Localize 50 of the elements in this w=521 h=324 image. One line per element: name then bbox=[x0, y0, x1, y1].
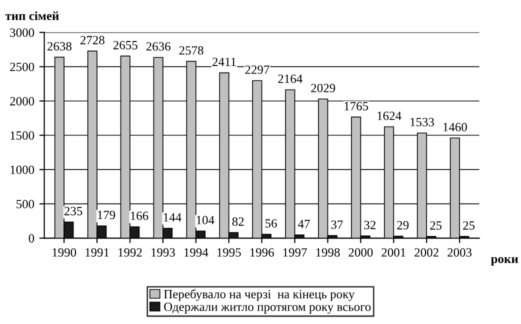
x-tick-label: 1997 bbox=[283, 248, 307, 257]
data-label: 25 bbox=[430, 221, 442, 230]
data-label: 2728 bbox=[80, 36, 104, 44]
x-tick-label: 1990 bbox=[52, 248, 76, 257]
data-label: 1460 bbox=[444, 122, 467, 132]
legend-label: Перебувало на черзі на кінець року bbox=[164, 289, 355, 301]
y-axis-title: тип сімей bbox=[5, 11, 59, 20]
data-label: 2164 bbox=[278, 74, 302, 84]
x-tick-label: 2001 bbox=[382, 248, 406, 257]
x-tick-label: 1995 bbox=[217, 248, 241, 257]
x-tick-label: 2002 bbox=[414, 248, 438, 257]
data-label: 144 bbox=[164, 213, 182, 222]
data-label: 2411 bbox=[212, 58, 236, 66]
legend-label: Одержали житло протягом року всього bbox=[164, 302, 371, 314]
data-label: 25 bbox=[463, 221, 475, 230]
data-label: 2578 bbox=[179, 46, 204, 55]
data-label: 1533 bbox=[410, 118, 434, 126]
y-tick-label: 0 bbox=[28, 234, 34, 243]
data-label: 82 bbox=[232, 217, 244, 226]
y-tick-label: 3000 bbox=[10, 28, 34, 37]
x-tick-label: 1996 bbox=[250, 248, 274, 257]
y-tick-label: 1000 bbox=[10, 166, 34, 174]
data-label: 32 bbox=[364, 220, 376, 230]
y-tick-label: 2000 bbox=[10, 97, 34, 106]
x-tick-label: 2000 bbox=[348, 248, 373, 257]
data-label: 235 bbox=[64, 206, 82, 216]
x-tick-label: 1993 bbox=[152, 248, 175, 257]
y-tick-label: 2500 bbox=[10, 62, 34, 72]
x-tick-label: 1992 bbox=[118, 248, 142, 257]
data-label: 56 bbox=[266, 219, 277, 228]
data-label: 1624 bbox=[378, 112, 402, 120]
y-tick-label: 500 bbox=[16, 200, 34, 208]
data-label: 179 bbox=[98, 210, 116, 220]
x-tick-label: 2003 bbox=[448, 248, 472, 257]
x-tick-label: 1994 bbox=[184, 248, 208, 257]
data-label: 2638 bbox=[47, 42, 72, 51]
x-axis-title: роки bbox=[490, 257, 518, 266]
data-label: 1765 bbox=[344, 102, 368, 110]
data-label: 37 bbox=[331, 220, 343, 229]
x-tick-label: 1998 bbox=[316, 248, 340, 257]
data-label: 2655 bbox=[113, 40, 138, 50]
data-label: 47 bbox=[298, 220, 310, 228]
data-label: 2029 bbox=[311, 84, 336, 92]
data-label: 2297 bbox=[245, 66, 270, 74]
data-label: 29 bbox=[397, 221, 409, 230]
data-label: 166 bbox=[130, 212, 148, 220]
x-tick-label: 1991 bbox=[86, 248, 109, 257]
data-label: 104 bbox=[196, 216, 214, 224]
data-label: 2636 bbox=[146, 42, 170, 51]
y-tick-label: 1500 bbox=[10, 131, 34, 140]
